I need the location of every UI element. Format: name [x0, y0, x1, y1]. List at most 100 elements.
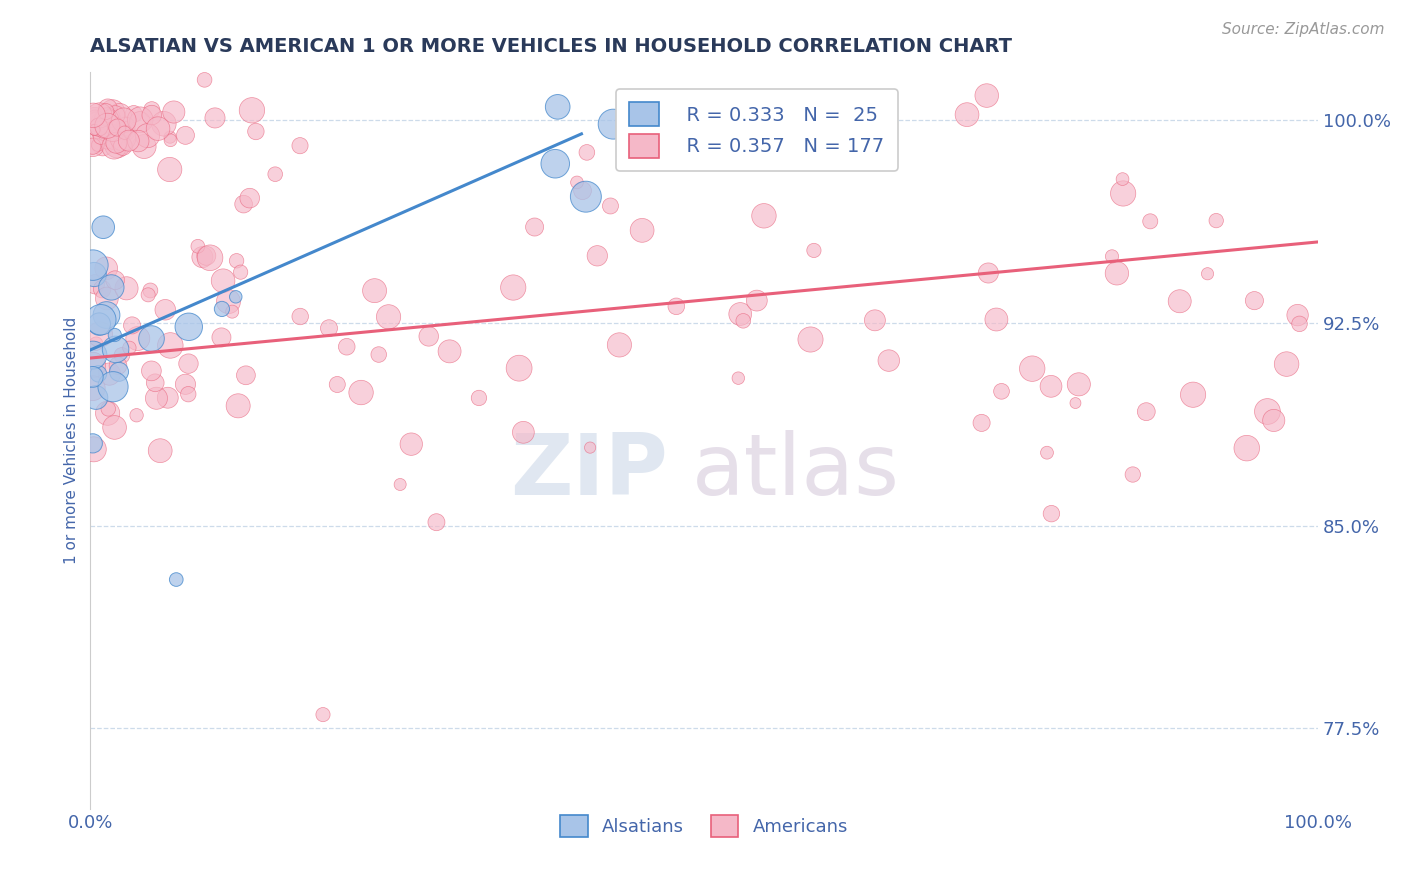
Point — [1139, 214, 1161, 228]
Point — [990, 384, 1012, 399]
Point — [115, 281, 138, 295]
Point — [1064, 396, 1087, 410]
Point — [609, 338, 631, 352]
Point — [177, 387, 200, 401]
Point — [468, 391, 491, 405]
Point — [1067, 377, 1090, 392]
Point — [111, 348, 134, 362]
Point — [290, 310, 312, 324]
Point — [232, 197, 254, 211]
Point — [82, 258, 104, 272]
Point — [86, 117, 108, 131]
Point — [111, 131, 134, 145]
Point — [571, 184, 593, 198]
Point — [141, 103, 163, 117]
Point — [104, 108, 127, 122]
Point — [129, 112, 152, 127]
Point — [733, 314, 755, 328]
Point — [631, 223, 654, 237]
Point — [82, 348, 104, 362]
Point — [177, 319, 200, 334]
Point — [98, 109, 121, 123]
Point — [877, 353, 900, 368]
Point — [211, 301, 233, 316]
Point — [90, 114, 112, 128]
Point — [727, 371, 749, 385]
Point — [118, 134, 141, 148]
Point — [145, 391, 167, 405]
Point — [1021, 361, 1043, 376]
Point — [83, 268, 105, 282]
Point — [1122, 467, 1144, 482]
Point — [121, 318, 143, 333]
Point — [439, 344, 461, 359]
Point — [1263, 413, 1285, 427]
Point — [665, 299, 688, 313]
Point — [575, 145, 598, 160]
Point — [136, 128, 159, 143]
Point — [177, 357, 200, 371]
Point — [1236, 441, 1258, 455]
Point — [111, 139, 134, 153]
Point — [544, 157, 567, 171]
Point — [225, 253, 247, 268]
Point — [114, 124, 136, 138]
Point — [401, 437, 423, 451]
Point — [1256, 404, 1278, 418]
Point — [100, 280, 122, 294]
Point — [363, 284, 385, 298]
Point — [389, 477, 412, 491]
Point — [96, 134, 118, 148]
Point — [156, 391, 179, 405]
Point — [418, 329, 440, 343]
Point — [153, 117, 176, 131]
Point — [163, 105, 186, 120]
Point — [91, 124, 114, 138]
Point — [956, 108, 979, 122]
Point — [326, 377, 349, 392]
Point — [863, 313, 886, 327]
Point — [377, 310, 399, 324]
Point — [149, 443, 172, 458]
Point — [101, 122, 124, 136]
Point — [575, 189, 598, 203]
Point — [108, 365, 131, 379]
Point — [86, 114, 108, 128]
Point — [127, 134, 149, 148]
Point — [221, 304, 243, 318]
Point — [1168, 294, 1191, 309]
Point — [82, 370, 104, 384]
Legend: Alsatians, Americans: Alsatians, Americans — [553, 808, 855, 845]
Point — [90, 129, 112, 144]
Point — [82, 139, 104, 153]
Point — [565, 175, 588, 189]
Point — [89, 108, 111, 122]
Point — [84, 112, 107, 126]
Point — [1275, 357, 1298, 371]
Point — [91, 138, 114, 153]
Point — [83, 112, 105, 127]
Point — [155, 302, 177, 317]
Point — [1112, 186, 1135, 201]
Point — [1243, 293, 1265, 308]
Point — [1040, 507, 1063, 521]
Point — [139, 284, 162, 298]
Point — [83, 123, 105, 137]
Point — [96, 119, 118, 133]
Point — [198, 251, 221, 265]
Point — [104, 343, 127, 357]
Point — [165, 573, 187, 587]
Point — [1105, 266, 1128, 280]
Point — [89, 317, 111, 331]
Point — [217, 294, 239, 309]
Point — [96, 261, 118, 276]
Point — [174, 128, 197, 143]
Point — [101, 133, 124, 147]
Point — [547, 100, 569, 114]
Point — [599, 199, 621, 213]
Point — [193, 73, 215, 87]
Point — [1036, 446, 1059, 460]
Point — [87, 120, 110, 134]
Point — [986, 312, 1008, 326]
Point — [752, 209, 775, 223]
